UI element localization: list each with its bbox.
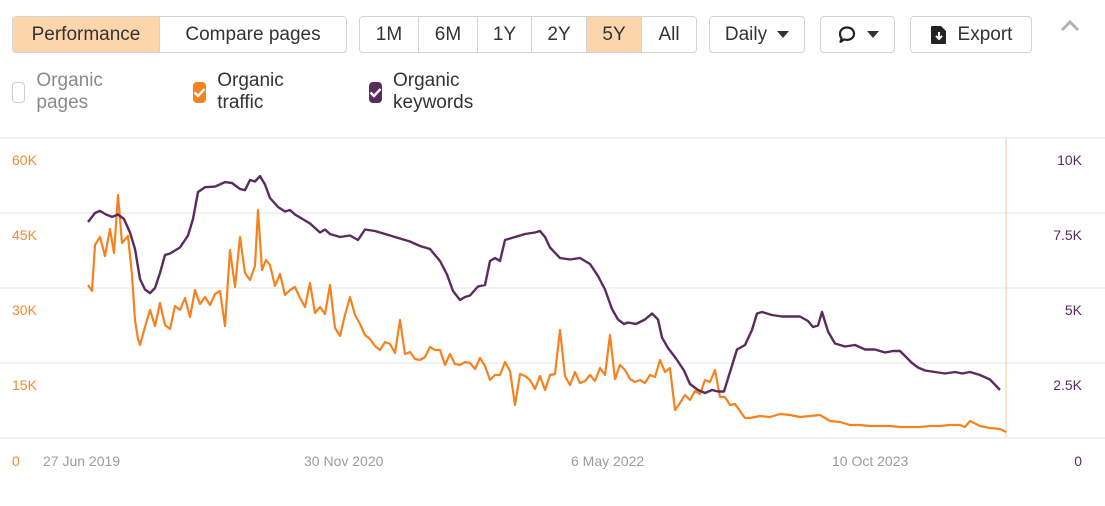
range-1y-button[interactable]: 1Y	[478, 17, 532, 52]
chart-toolbar: Performance Compare pages 1M 6M 1Y 2Y 5Y…	[12, 16, 1105, 53]
y-left-tick: 30K	[12, 302, 37, 318]
range-selector: 1M 6M 1Y 2Y 5Y All	[359, 16, 697, 53]
tab-compare-pages[interactable]: Compare pages	[185, 23, 321, 45]
interval-dropdown[interactable]: Daily	[709, 16, 805, 53]
x-tick: 27 Jun 2019	[43, 453, 121, 469]
legend-organic-pages[interactable]: Organic pages	[12, 70, 111, 113]
annotations-dropdown[interactable]	[820, 16, 895, 53]
checkbox-checked-icon[interactable]	[369, 81, 382, 103]
range-6m-button[interactable]: 6M	[419, 17, 478, 52]
gridlines	[0, 137, 1105, 439]
y-left-tick: 15K	[12, 377, 37, 393]
export-button[interactable]: Export	[910, 16, 1032, 53]
legend-organic-keywords[interactable]: Organic keywords	[369, 70, 481, 113]
legend-organic-traffic[interactable]: Organic traffic	[193, 70, 292, 113]
range-5y-button[interactable]: 5Y	[587, 17, 642, 52]
checkbox-unchecked-icon[interactable]	[12, 81, 26, 103]
export-file-icon	[930, 25, 946, 44]
caret-down-icon	[777, 31, 790, 38]
interval-value: Daily	[724, 23, 768, 45]
x-tick: 30 Nov 2020	[304, 453, 384, 469]
range-all-button[interactable]: All	[658, 23, 680, 45]
y-right-tick: 10K	[1057, 152, 1082, 168]
export-label: Export	[957, 23, 1013, 45]
tab-performance[interactable]: Performance	[13, 17, 160, 52]
comment-icon	[838, 25, 855, 43]
y-left-tick: 0	[12, 453, 20, 469]
range-2y-button[interactable]: 2Y	[532, 17, 587, 52]
x-tick: 10 Oct 2023	[832, 453, 909, 469]
organic-keywords-line	[87, 174, 1001, 395]
y-right-tick: 7.5K	[1053, 227, 1082, 243]
y-right-tick: 5K	[1064, 302, 1082, 318]
checkbox-checked-icon[interactable]	[193, 81, 207, 103]
y-left-tick: 60K	[12, 152, 37, 168]
view-tabs: Performance Compare pages	[12, 16, 347, 53]
organic-traffic-line	[87, 193, 1007, 433]
y-left-tick: 45K	[12, 227, 37, 243]
y-right-tick: 0	[1074, 453, 1082, 469]
chevron-up-icon[interactable]	[1058, 14, 1082, 38]
y-right-tick: 2.5K	[1053, 377, 1082, 393]
x-tick: 6 May 2022	[571, 453, 645, 469]
caret-down-icon	[866, 31, 879, 38]
range-1m-button[interactable]: 1M	[360, 17, 419, 52]
